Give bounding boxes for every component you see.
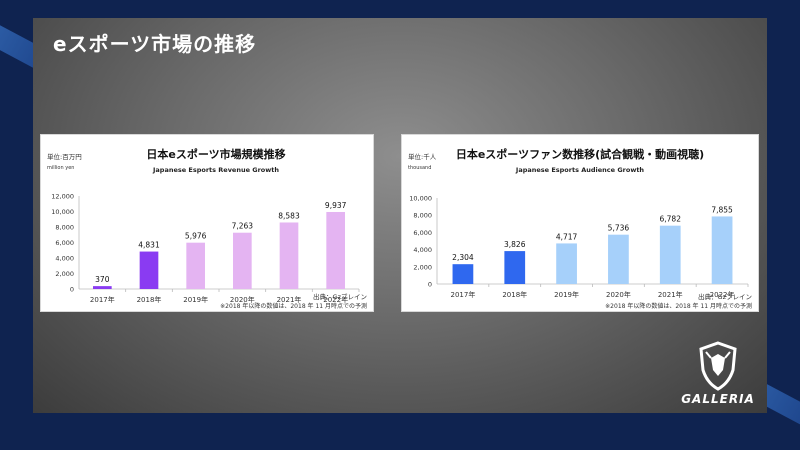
chart-title: 日本eスポーツファン数推移(試合観戦・動画視聴) <box>456 147 704 161</box>
x-tick-label: 2022年 <box>323 295 348 304</box>
chart-source: 出典：Gzブレイン <box>698 292 752 301</box>
bar-value-label: 4,831 <box>138 241 160 250</box>
bar <box>659 225 681 284</box>
bar <box>556 243 577 284</box>
bar-value-label: 7,263 <box>232 222 254 231</box>
bar <box>233 232 252 289</box>
slide: eスポーツ市場の推移 日本eスポーツ市場規模推移 Japanese Esports… <box>33 18 767 413</box>
unit-label-en: thousand <box>408 165 431 171</box>
audience-chart-panel: 日本eスポーツファン数推移(試合観戦・動画視聴) Japanese Esports… <box>401 134 759 312</box>
y-tick-label: 8,000 <box>413 212 432 220</box>
bar <box>93 286 112 289</box>
bar-value-label: 5,736 <box>608 224 630 233</box>
bar-value-label: 6,782 <box>660 215 682 224</box>
x-tick-label: 2018年 <box>502 290 527 299</box>
y-tick-label: 2,000 <box>55 270 74 278</box>
x-tick-label: 2017年 <box>451 290 476 299</box>
bar-value-label: 9,937 <box>325 201 347 210</box>
x-tick-label: 2019年 <box>554 290 579 299</box>
y-tick-label: 0 <box>70 286 74 294</box>
x-tick-label: 2020年 <box>606 290 631 299</box>
bar <box>279 222 299 289</box>
y-tick-label: 0 <box>428 281 432 289</box>
x-tick-label: 2021年 <box>658 290 683 299</box>
bar <box>711 216 733 284</box>
x-tick-label: 2021年 <box>277 295 302 304</box>
slide-title: eスポーツ市場の推移 <box>53 32 257 56</box>
chart-note: ※2018 年以降の数値は、2018 年 11 月時点での予測 <box>605 302 752 310</box>
revenue-bar-chart: 日本eスポーツ市場規模推移 Japanese Esports Revenue Gr… <box>47 147 367 310</box>
bar-value-label: 2,304 <box>452 253 474 262</box>
bar <box>504 251 526 284</box>
chart-title: 日本eスポーツ市場規模推移 <box>146 147 285 161</box>
unit-label: 単位:百万円 <box>47 152 82 161</box>
x-tick-label: 2022年 <box>710 290 735 299</box>
bar <box>186 242 205 289</box>
bar-value-label: 7,855 <box>711 205 733 214</box>
y-tick-label: 4,000 <box>413 246 432 254</box>
bar-value-label: 4,717 <box>556 232 578 241</box>
y-tick-label: 4,000 <box>55 255 74 263</box>
bar-value-label: 5,976 <box>185 232 207 241</box>
chart-subtitle: Japanese Esports Audience Growth <box>515 166 645 174</box>
y-tick-label: 6,000 <box>55 239 74 247</box>
galleria-logo: GALLERIA <box>673 340 763 410</box>
bar <box>139 251 159 289</box>
x-tick-label: 2020年 <box>230 295 255 304</box>
y-tick-label: 10,000 <box>51 208 74 216</box>
audience-bar-chart: 日本eスポーツファン数推移(試合観戦・動画視聴) Japanese Esports… <box>408 147 752 310</box>
bar <box>326 211 345 289</box>
x-tick-label: 2018年 <box>137 295 162 304</box>
bar-value-label: 3,826 <box>504 240 526 249</box>
logo-text: GALLERIA <box>681 392 755 406</box>
y-tick-label: 6,000 <box>413 229 432 237</box>
bar-value-label: 370 <box>95 275 110 284</box>
y-tick-label: 2,000 <box>413 263 432 271</box>
bar-value-label: 8,583 <box>278 211 300 220</box>
shield-emblem-icon <box>699 341 737 391</box>
chart-subtitle: Japanese Esports Revenue Growth <box>152 166 279 174</box>
bar <box>452 264 474 284</box>
x-tick-label: 2019年 <box>183 295 208 304</box>
y-tick-label: 12,000 <box>51 193 74 201</box>
x-tick-label: 2017年 <box>90 295 115 304</box>
chart-source: 出典：Gzブレイン <box>313 292 367 301</box>
unit-label: 単位:千人 <box>408 152 437 161</box>
chart-note: ※2018 年以降の数値は、2018 年 11 月時点での予測 <box>220 302 367 310</box>
bar <box>608 234 629 284</box>
y-tick-label: 10,000 <box>409 195 432 203</box>
unit-label-en: million yen <box>47 165 74 171</box>
revenue-chart-panel: 日本eスポーツ市場規模推移 Japanese Esports Revenue Gr… <box>40 134 374 312</box>
y-tick-label: 8,000 <box>55 224 74 232</box>
